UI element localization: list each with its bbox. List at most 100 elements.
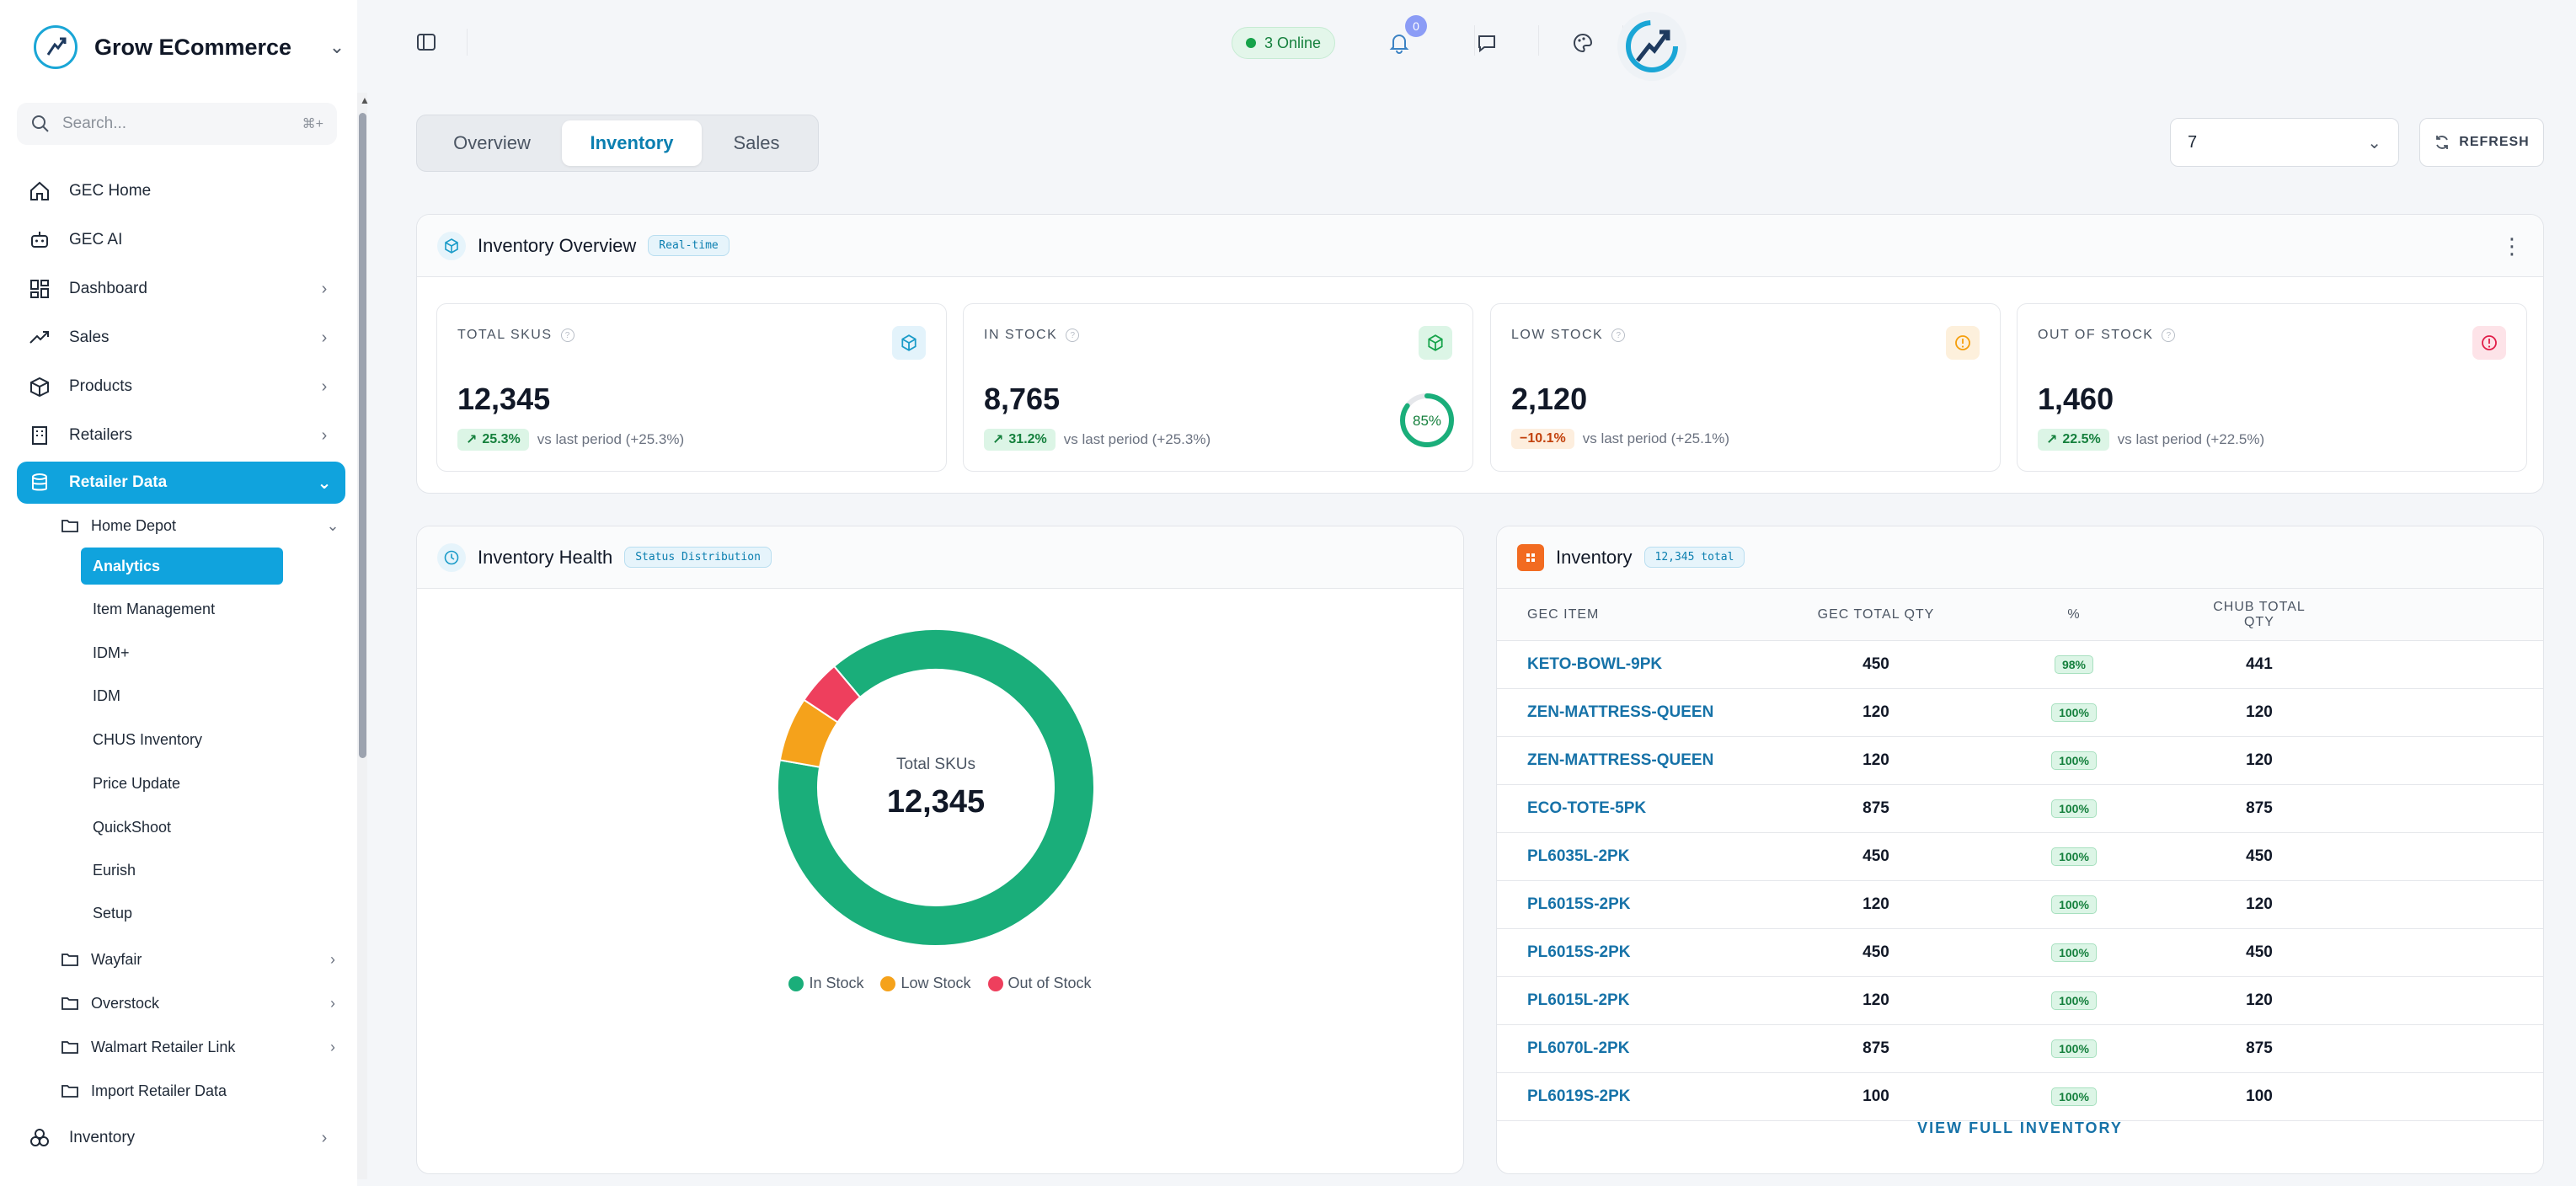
subnav-quickshoot[interactable]: QuickShoot [93, 818, 172, 836]
tab-sales[interactable]: Sales [733, 132, 780, 153]
col-gec-total-qty[interactable]: GEC TOTAL QTY [1817, 606, 1935, 622]
subnav-chus-inventory[interactable]: CHUS Inventory [93, 730, 203, 748]
subnav-setup[interactable]: Setup [93, 904, 133, 922]
col-percent[interactable]: % [2067, 606, 2081, 622]
notification-count-badge: 0 [1405, 15, 1427, 37]
card-header: Inventory Overview Real-time ⋮ [417, 215, 2543, 277]
subnav-idm-plus[interactable]: IDM+ [93, 644, 130, 661]
legend-swatch [987, 975, 1003, 991]
table-row[interactable]: PL6015S-2PK 450 100% 450 [1497, 929, 2543, 977]
nav-item-products[interactable]: Products › [17, 366, 345, 408]
scroll-up-icon[interactable]: ▲ [360, 94, 370, 106]
percent-cell: 100% [1952, 895, 2196, 914]
more-options-icon[interactable]: ⋮ [2501, 232, 2523, 259]
online-status-badge[interactable]: 3 Online [1232, 27, 1336, 59]
item-link[interactable]: KETO-BOWL-9PK [1527, 655, 1663, 673]
retailer-overstock[interactable]: Overstock › [59, 985, 345, 1022]
item-link[interactable]: PL6070L-2PK [1527, 1039, 1630, 1057]
tab-overview[interactable]: Overview [453, 132, 531, 153]
folder-icon [61, 997, 78, 1010]
nav-item-retailer-data[interactable]: Retailer Data ⌄ [17, 462, 345, 504]
subnav-analytics[interactable]: Analytics [81, 548, 283, 585]
chub-qty: 120 [2246, 703, 2273, 721]
retailer-home-depot[interactable]: Home Depot ⌄ [59, 507, 345, 544]
tab-inventory[interactable]: Inventory [562, 120, 702, 166]
inventory-icon [1517, 543, 1544, 571]
item-link[interactable]: ZEN-MATTRESS-QUEEN [1527, 703, 1714, 721]
table-row[interactable]: PL6019S-2PK 100 100% 100 [1497, 1073, 2543, 1121]
distribution-tag: Status Distribution [624, 547, 772, 568]
trending-up-icon [27, 325, 52, 350]
nav-item-inventory[interactable]: Inventory › [17, 1117, 345, 1159]
nav-item-gec-home[interactable]: GEC Home [17, 170, 345, 212]
chevron-down-icon: ⌄ [317, 473, 332, 493]
legend-item-in-stock[interactable]: In Stock [788, 975, 863, 992]
kpi-label: TOTAL SKUS [457, 328, 553, 342]
item-link[interactable]: PL6035L-2PK [1527, 847, 1630, 865]
percent-badge: 100% [2051, 847, 2097, 866]
bell-icon[interactable] [1387, 30, 1412, 56]
item-link[interactable]: PL6019S-2PK [1527, 1087, 1631, 1105]
legend-item-low-stock[interactable]: Low Stock [880, 975, 971, 992]
help-icon[interactable]: ? [1066, 329, 1080, 342]
table-row[interactable]: ECO-TOTE-5PK 875 100% 875 [1497, 785, 2543, 833]
boxes-icon [27, 1125, 52, 1151]
nav-item-retailers[interactable]: Retailers › [17, 414, 345, 457]
sidebar: Grow ECommerce ⌄ Search... ⌘+ GEC Home G… [0, 0, 357, 1186]
donut-slice-in-stock[interactable] [777, 628, 1095, 947]
table-row[interactable]: PL6070L-2PK 875 100% 875 [1497, 1025, 2543, 1073]
item-link[interactable]: ZEN-MATTRESS-QUEEN [1527, 751, 1714, 769]
palette-icon[interactable] [1570, 30, 1595, 56]
inventory-table-card: Inventory 12,345 total GEC ITEM GEC TOTA… [1496, 526, 2544, 1174]
view-full-inventory-link[interactable]: VIEW FULL INVENTORY [1917, 1119, 2123, 1136]
gec-qty: 120 [1863, 703, 1889, 721]
item-link[interactable]: PL6015L-2PK [1527, 991, 1630, 1009]
sidebar-toggle-icon[interactable] [414, 30, 438, 54]
table-row[interactable]: PL6035L-2PK 450 100% 450 [1497, 833, 2543, 881]
table-row[interactable]: ZEN-MATTRESS-QUEEN 120 100% 120 [1497, 737, 2543, 785]
help-icon[interactable]: ? [2162, 329, 2176, 342]
table-row[interactable]: PL6015S-2PK 120 100% 120 [1497, 881, 2543, 929]
table-row[interactable]: KETO-BOWL-9PK 450 98% 441 [1497, 641, 2543, 689]
period-value: 7 [2188, 132, 2198, 152]
chub-qty: 875 [2246, 1039, 2273, 1057]
gec-qty: 120 [1863, 751, 1889, 769]
subnav-price-update[interactable]: Price Update [93, 774, 181, 792]
item-link[interactable]: PL6015S-2PK [1527, 895, 1631, 913]
legend-item-out-of-stock[interactable]: Out of Stock [987, 975, 1092, 992]
refresh-icon [2436, 136, 2449, 149]
chub-qty: 875 [2246, 799, 2273, 817]
divider [467, 29, 468, 56]
donut-center-label: Total SKUs [896, 756, 975, 773]
search-input[interactable]: Search... ⌘+ [17, 103, 337, 145]
cube-icon [1419, 326, 1452, 360]
subnav-eurish[interactable]: Eurish [93, 861, 136, 879]
refresh-button[interactable]: REFRESH [2419, 118, 2544, 167]
col-chub-total-qty[interactable]: CHUB TOTAL QTY [2213, 599, 2306, 629]
nav-item-gec-ai[interactable]: GEC AI [17, 219, 345, 261]
brand-switcher[interactable]: Grow ECommerce ⌄ [34, 22, 354, 72]
retailer-walmart[interactable]: Walmart Retailer Link › [59, 1028, 345, 1066]
card-title: Inventory [1556, 546, 1633, 568]
sidebar-scrollbar-thumb[interactable] [359, 113, 366, 758]
period-select[interactable]: 7 ⌄ [2170, 118, 2399, 167]
nav-item-dashboard[interactable]: Dashboard › [17, 268, 345, 310]
search-placeholder: Search... [62, 115, 127, 132]
retailer-import[interactable]: Import Retailer Data [59, 1072, 345, 1109]
donut-slice-out-of-stock[interactable] [803, 665, 862, 724]
subnav-item-management[interactable]: Item Management [93, 600, 216, 617]
avatar[interactable] [1617, 12, 1686, 81]
item-link[interactable]: ECO-TOTE-5PK [1527, 799, 1647, 817]
item-link[interactable]: PL6015S-2PK [1527, 943, 1631, 961]
chat-icon[interactable] [1474, 30, 1499, 56]
in-stock-progress-ring: 85% [1400, 393, 1454, 447]
table-row[interactable]: PL6015L-2PK 120 100% 120 [1497, 977, 2543, 1025]
subnav-idm[interactable]: IDM [93, 686, 120, 704]
col-gec-item[interactable]: GEC ITEM [1527, 606, 1600, 622]
help-icon[interactable]: ? [1611, 329, 1626, 342]
box-icon [27, 374, 52, 399]
help-icon[interactable]: ? [560, 329, 575, 342]
nav-item-sales[interactable]: Sales › [17, 317, 345, 359]
retailer-wayfair[interactable]: Wayfair › [59, 941, 345, 978]
table-row[interactable]: ZEN-MATTRESS-QUEEN 120 100% 120 [1497, 689, 2543, 737]
